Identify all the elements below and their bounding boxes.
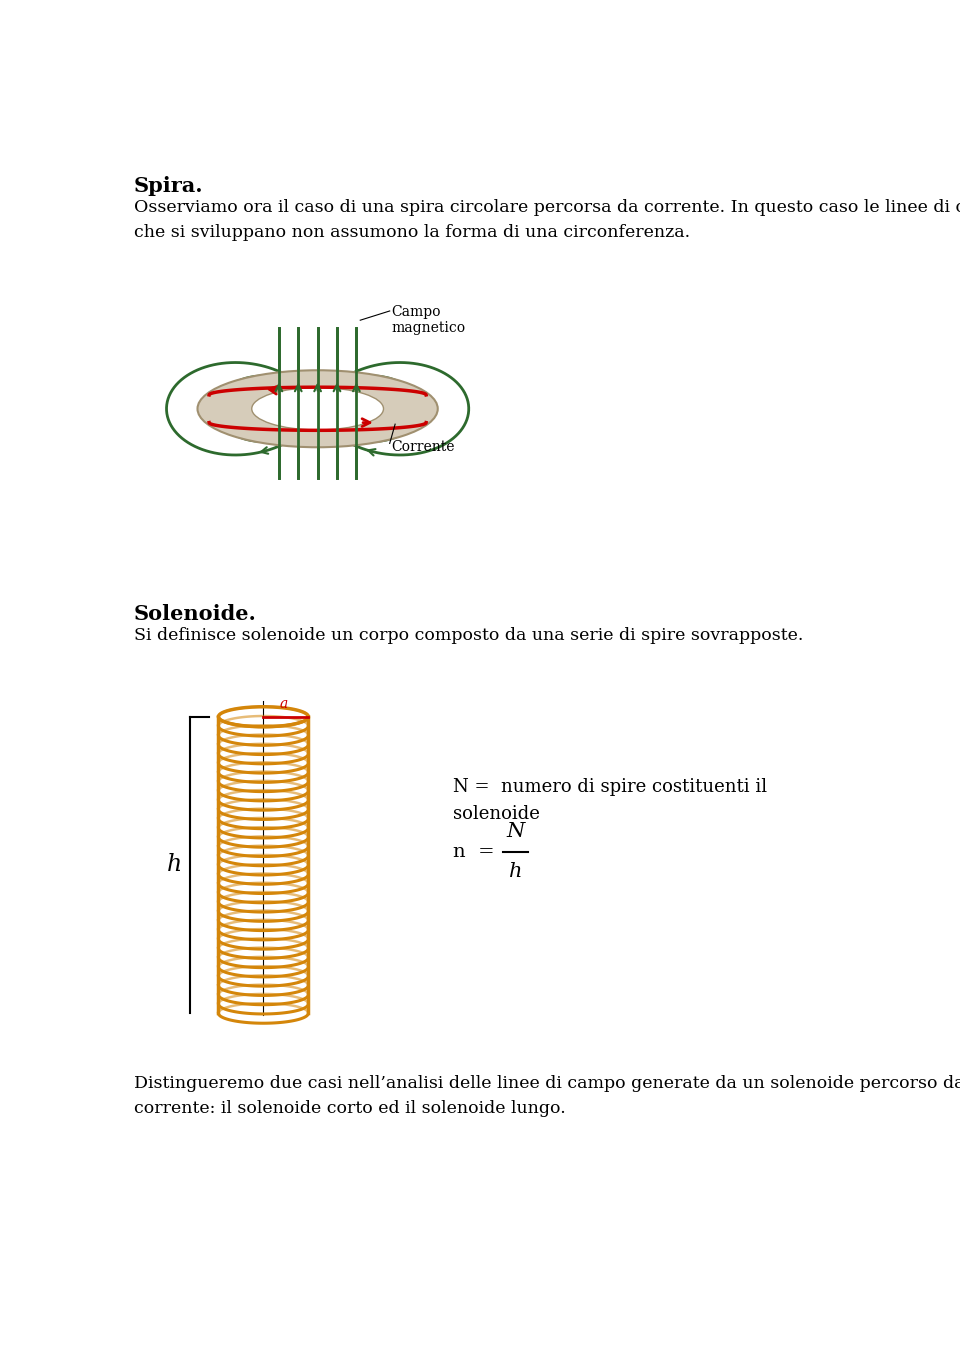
Text: Solenoide.: Solenoide.: [134, 603, 257, 624]
Text: Spira.: Spira.: [134, 176, 204, 196]
Text: n  =: n =: [453, 843, 494, 861]
Text: h: h: [509, 862, 522, 881]
Text: a: a: [279, 697, 288, 712]
Ellipse shape: [198, 371, 438, 448]
Text: Distingueremo due casi nell’analisi delle linee di campo generate da un solenoid: Distingueremo due casi nell’analisi dell…: [134, 1074, 960, 1116]
Text: Campo
magnetico: Campo magnetico: [392, 304, 466, 336]
Text: h: h: [167, 854, 181, 877]
Text: N: N: [506, 821, 524, 840]
Text: Si definisce solenoide un corpo composto da una serie di spire sovrapposte.: Si definisce solenoide un corpo composto…: [134, 626, 804, 644]
Text: N =  numero di spire costituenti il
solenoide: N = numero di spire costituenti il solen…: [453, 778, 767, 823]
Ellipse shape: [252, 387, 383, 430]
Text: Corrente: Corrente: [392, 440, 455, 453]
Text: Osserviamo ora il caso di una spira circolare percorsa da corrente. In questo ca: Osserviamo ora il caso di una spira circ…: [134, 199, 960, 241]
